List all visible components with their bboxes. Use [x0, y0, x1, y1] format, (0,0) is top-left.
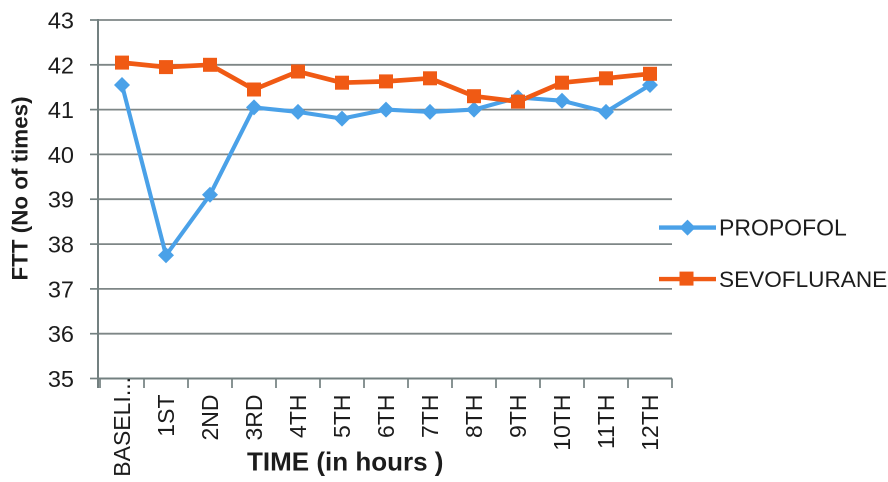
- svg-text:SEVOFLURANE: SEVOFLURANE: [719, 267, 887, 292]
- svg-text:41: 41: [48, 97, 74, 123]
- svg-text:8TH: 8TH: [461, 395, 487, 438]
- svg-text:43: 43: [48, 8, 74, 34]
- svg-text:4TH: 4TH: [285, 395, 311, 438]
- svg-text:1ST: 1ST: [153, 395, 179, 437]
- svg-text:35: 35: [48, 366, 74, 392]
- svg-text:12TH: 12TH: [637, 395, 663, 451]
- svg-text:FTT (No of times): FTT (No of times): [8, 96, 33, 280]
- svg-text:39: 39: [48, 187, 74, 213]
- svg-text:PROPOFOL: PROPOFOL: [719, 215, 847, 241]
- svg-text:42: 42: [48, 52, 74, 78]
- svg-text:40: 40: [48, 142, 74, 168]
- svg-text:7TH: 7TH: [417, 395, 443, 438]
- svg-text:TIME (in hours ): TIME (in hours ): [247, 447, 443, 477]
- svg-text:11TH: 11TH: [593, 395, 619, 450]
- svg-text:38: 38: [48, 232, 74, 258]
- svg-text:5TH: 5TH: [329, 395, 355, 438]
- svg-text:6TH: 6TH: [373, 395, 399, 438]
- svg-text:BASELI...: BASELI...: [109, 377, 135, 477]
- svg-text:2ND: 2ND: [197, 395, 223, 441]
- svg-text:37: 37: [48, 276, 74, 302]
- svg-text:10TH: 10TH: [549, 395, 575, 451]
- svg-text:3RD: 3RD: [241, 395, 267, 441]
- svg-text:36: 36: [48, 321, 74, 347]
- svg-text:9TH: 9TH: [505, 395, 531, 438]
